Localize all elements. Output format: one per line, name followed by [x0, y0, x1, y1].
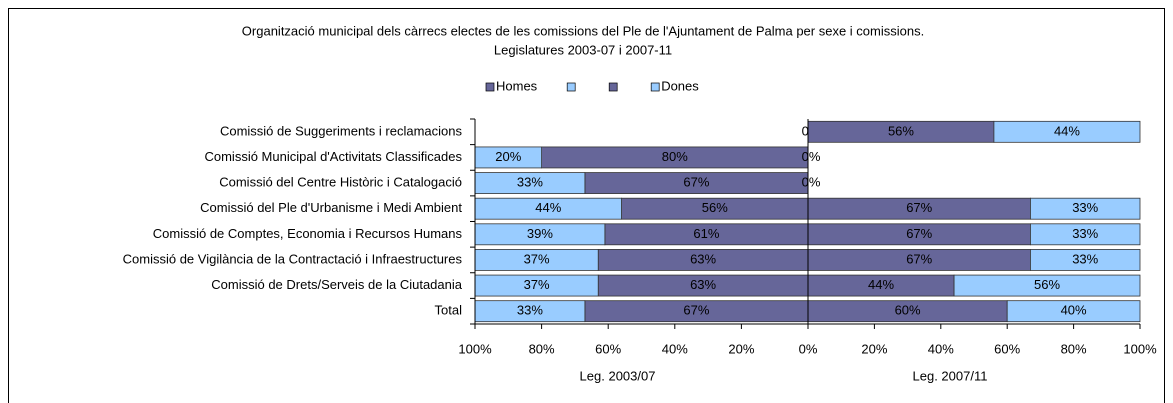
bar-segment [1030, 249, 1141, 271]
data-label: 33% [1072, 251, 1098, 266]
x-tick-label: 60% [595, 341, 621, 356]
y-tick-label: Comissió de Vigilància de la Contractaci… [123, 251, 463, 266]
legend-swatch [566, 82, 576, 92]
legend-label: Homes [496, 78, 538, 93]
x-tick-label: 60% [994, 341, 1020, 356]
bar-segment [1030, 223, 1141, 246]
data-label: 33% [1072, 226, 1098, 241]
data-label: 44% [1054, 123, 1080, 138]
data-label: 0% [802, 149, 821, 164]
y-tick-label: Comissió de Suggeriments i reclamacions [220, 123, 463, 138]
chart-subtitle: Legislatures 2003-07 i 2007-11 [494, 42, 672, 57]
data-label: 67% [906, 251, 932, 266]
data-label: 39% [527, 226, 553, 241]
data-label: 37% [524, 277, 550, 292]
y-tick-label: Total [435, 303, 463, 318]
legend-swatch [650, 82, 660, 92]
chart-title: Organització municipal dels càrrecs elec… [242, 23, 924, 38]
x-tick-label: 80% [529, 341, 555, 356]
data-label: 67% [906, 200, 932, 215]
data-label: 67% [683, 175, 709, 190]
legend-swatch [608, 82, 618, 92]
x-tick-label: 20% [861, 341, 887, 356]
data-label: 40% [1061, 303, 1087, 318]
data-label: 56% [1034, 277, 1060, 292]
x-tick-label: 20% [728, 341, 754, 356]
x-tick-label: 0% [799, 341, 818, 356]
data-label: 80% [662, 149, 688, 164]
bar-segment [993, 120, 1141, 143]
x-tick-label: 40% [928, 341, 954, 356]
x-axis-label: Leg. 2003/07 [580, 368, 656, 383]
data-label: 44% [868, 277, 894, 292]
x-tick-label: 40% [662, 341, 688, 356]
bar-segment [1006, 300, 1141, 323]
data-label: 33% [517, 303, 543, 318]
data-label: 60% [895, 303, 921, 318]
data-label: 56% [702, 200, 728, 215]
data-label: 37% [524, 251, 550, 266]
data-label: 67% [683, 303, 709, 318]
x-tick-label: 80% [1061, 341, 1087, 356]
data-label: 61% [693, 226, 719, 241]
x-tick-label: 100% [1123, 341, 1157, 356]
bar-segment [1030, 197, 1141, 220]
x-axis-label: Leg. 2007/11 [913, 368, 988, 383]
data-label: 33% [517, 175, 543, 190]
y-tick-label: Comissió del Ple d'Urbanisme i Medi Ambi… [200, 200, 462, 215]
data-label: 44% [535, 200, 561, 215]
legend-swatch [485, 82, 495, 92]
data-label: 20% [495, 149, 521, 164]
data-label: 63% [690, 251, 716, 266]
bar-segment [953, 274, 1141, 297]
y-tick-label: Comissió de Drets/Serveis de la Ciutadan… [211, 277, 462, 292]
data-label: 56% [888, 123, 914, 138]
x-tick-label: 100% [458, 341, 492, 356]
data-label: 33% [1072, 200, 1098, 215]
data-label: 0% [802, 175, 821, 190]
data-label: 63% [690, 277, 716, 292]
y-tick-label: Comissió de Comptes, Economia i Recursos… [153, 226, 463, 241]
y-tick-label: Comissió del Centre Històric i Catalogac… [219, 175, 462, 190]
y-tick-label: Comissió Municipal d'Activitats Classifi… [204, 149, 462, 164]
data-label: 67% [906, 226, 932, 241]
legend-label: Dones [661, 78, 699, 93]
